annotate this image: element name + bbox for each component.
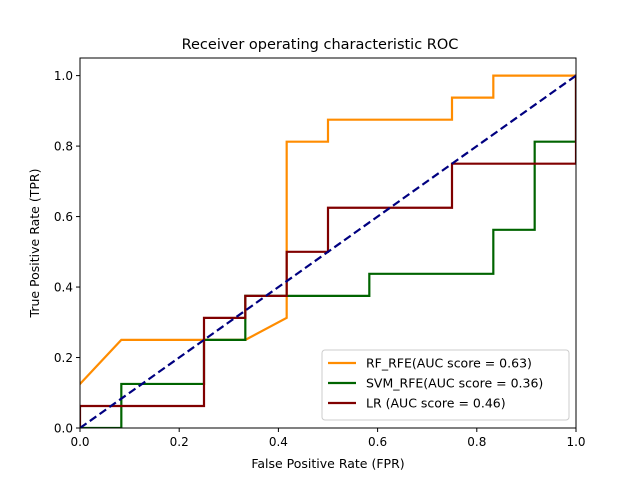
x-tick-label: 0.4 <box>269 435 288 449</box>
legend: RF_RFE(AUC score = 0.63) SVM_RFE(AUC scor… <box>321 349 570 421</box>
y-tick-label: 0.0 <box>54 421 73 435</box>
plot-area <box>80 74 576 428</box>
y-tick-label: 0.6 <box>54 210 73 224</box>
x-tick-label: 0.6 <box>368 435 387 449</box>
legend-label-2: LR (AUC score = 0.46) <box>366 396 506 411</box>
plot-frame <box>79 57 577 429</box>
legend-entries: RF_RFE(AUC score = 0.63) SVM_RFE(AUC scor… <box>328 356 543 411</box>
y-tick-label: 1.0 <box>54 69 73 83</box>
chart-title: Receiver operating characteristic ROC <box>182 37 459 53</box>
y-axis-ticks: 0.0 0.2 0.4 0.6 0.8 1.0 <box>54 69 80 435</box>
y-tick-label: 0.8 <box>54 139 73 153</box>
y-tick-label: 0.4 <box>54 280 73 294</box>
legend-label-0: RF_RFE(AUC score = 0.63) <box>366 356 532 371</box>
x-axis-ticks: 0.0 0.2 0.4 0.6 0.8 1.0 <box>70 428 586 449</box>
legend-box <box>321 349 570 421</box>
series-line-1 <box>80 74 576 428</box>
reference-diagonal-line <box>80 74 576 428</box>
series-line-2 <box>80 74 576 428</box>
x-tick-label: 1.0 <box>566 435 585 449</box>
x-tick-label: 0.0 <box>70 435 89 449</box>
x-axis-label: False Positive Rate (FPR) <box>251 456 404 471</box>
y-tick-label: 0.2 <box>54 351 73 365</box>
series-layer <box>80 74 576 428</box>
x-tick-label: 0.8 <box>467 435 486 449</box>
legend-label-1: SVM_RFE(AUC score = 0.36) <box>366 376 543 391</box>
y-axis-label: True Positive Rate (TPR) <box>27 169 42 319</box>
x-tick-label: 0.2 <box>170 435 189 449</box>
